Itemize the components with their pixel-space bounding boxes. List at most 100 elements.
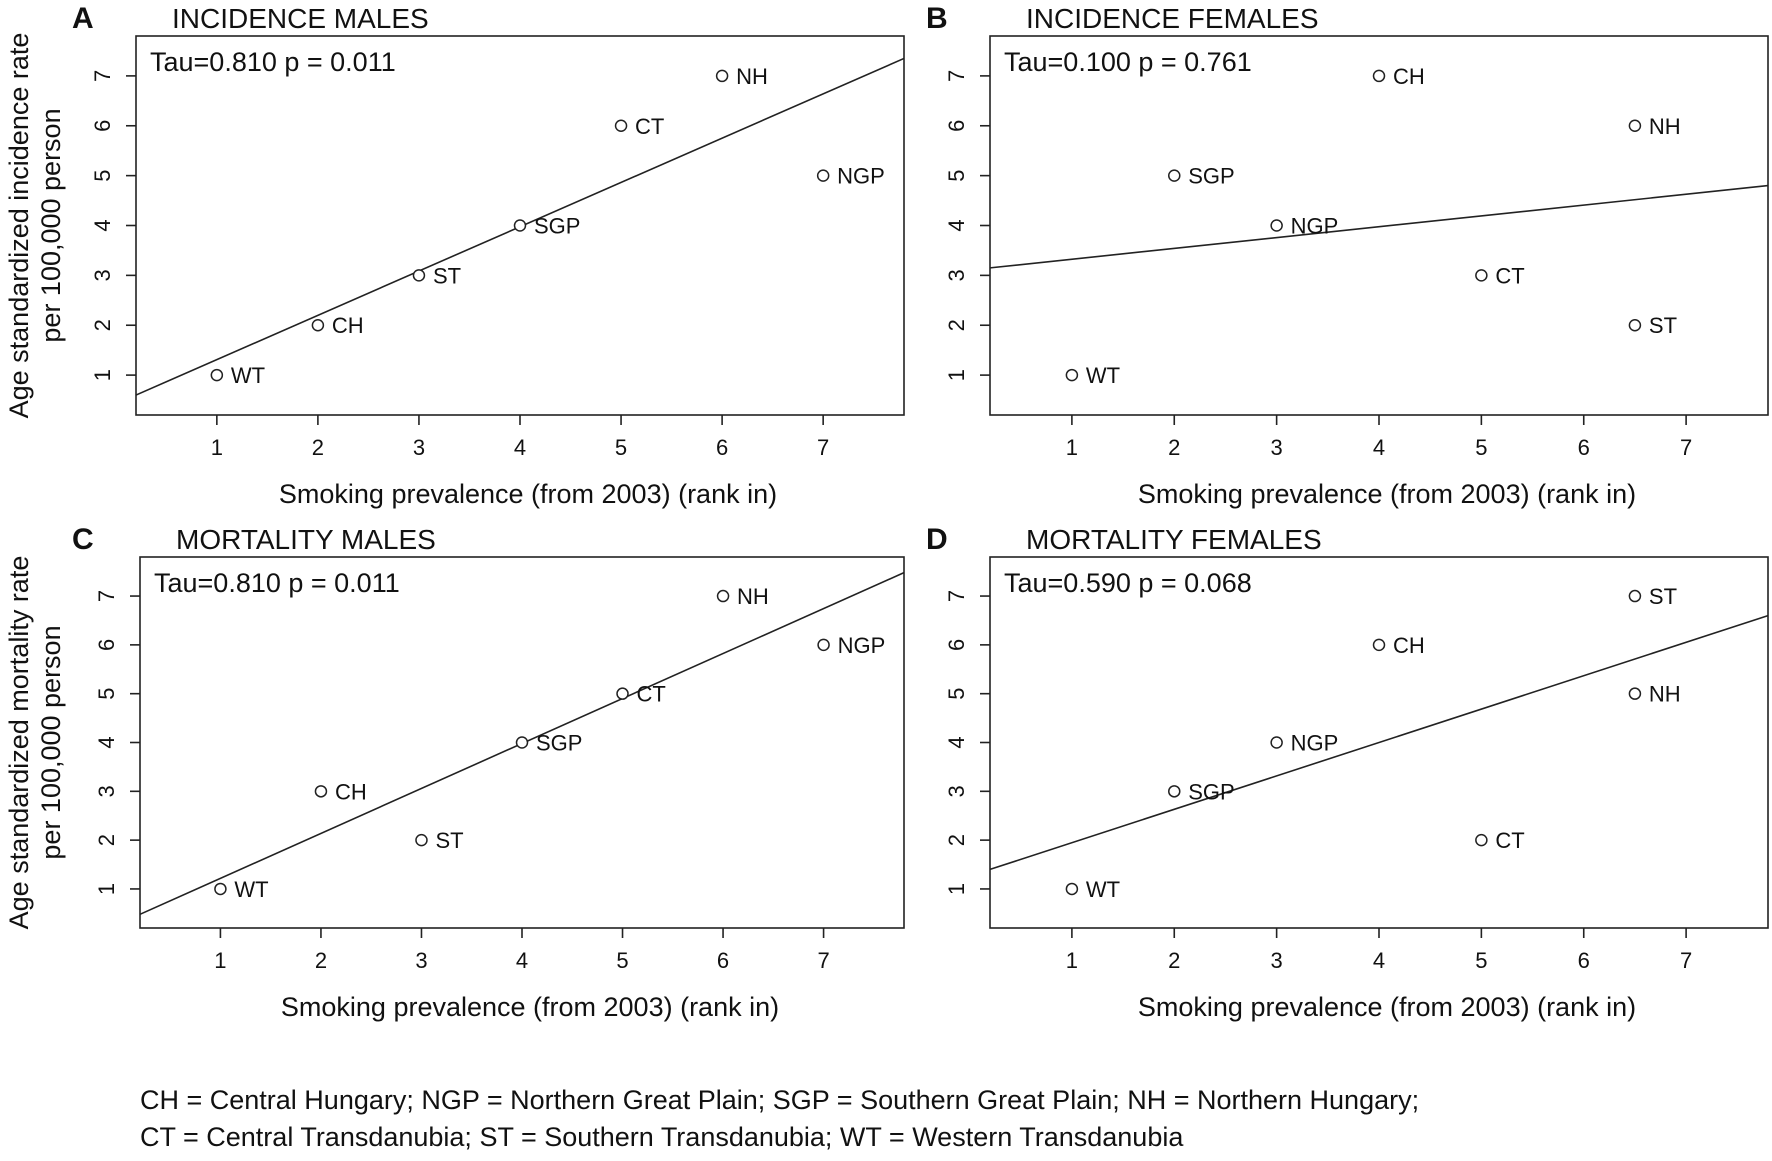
chart-3-point-label: SGP bbox=[1188, 779, 1234, 804]
chart-2-y-tick-label: 2 bbox=[94, 834, 119, 846]
chart-3-point bbox=[1168, 785, 1181, 798]
chart-0-x-axis-label: Smoking prevalence (from 2003) (rank in) bbox=[279, 479, 777, 509]
chart-3-point bbox=[1628, 589, 1642, 603]
footnote-line-1: CH = Central Hungary; NGP = Northern Gre… bbox=[140, 1085, 1420, 1115]
chart-3-title: MORTALITY FEMALES bbox=[1026, 524, 1322, 555]
chart-3-y-tick-label: 7 bbox=[944, 590, 969, 602]
chart-2-x-tick-label: 7 bbox=[817, 948, 829, 973]
chart-0-x-tick-label: 6 bbox=[716, 435, 728, 460]
chart-3-x-tick-label: 2 bbox=[1168, 948, 1180, 973]
chart-2-x-tick-label: 2 bbox=[315, 948, 327, 973]
chart-2-x-axis-label: Smoking prevalence (from 2003) (rank in) bbox=[281, 992, 779, 1022]
chart-2-point bbox=[616, 687, 629, 700]
chart-3-x-tick-label: 5 bbox=[1475, 948, 1487, 973]
chart-0-point-label: ST bbox=[433, 263, 461, 288]
chart-2-x-tick-label: 1 bbox=[214, 948, 226, 973]
chart-3-point-label: NGP bbox=[1291, 731, 1339, 756]
chart-2-x-tick-label: 5 bbox=[616, 948, 628, 973]
chart-3-x-tick-label: 4 bbox=[1373, 948, 1385, 973]
chart-2-y-tick-label: 1 bbox=[94, 883, 119, 895]
chart-1-y-tick-label: 2 bbox=[944, 319, 969, 331]
chart-1-x-tick-label: 7 bbox=[1680, 435, 1692, 460]
chart-1-point bbox=[1168, 169, 1181, 182]
chart-2-point-label: NH bbox=[737, 584, 769, 609]
chart-3-point bbox=[1372, 638, 1386, 652]
chart-0-title: INCIDENCE MALES bbox=[172, 3, 429, 34]
chart-2-point-label: CT bbox=[637, 682, 666, 707]
chart-2-point bbox=[214, 882, 227, 896]
chart-3-x-tick-label: 6 bbox=[1578, 948, 1590, 973]
chart-3-point bbox=[1628, 687, 1642, 700]
chart-3-point bbox=[1270, 736, 1283, 749]
chart-3-y-tick-label: 1 bbox=[944, 883, 969, 895]
chart-3-point-label: CT bbox=[1495, 828, 1524, 853]
chart-2-x-tick-label: 3 bbox=[415, 948, 427, 973]
chart-0-x-tick-label: 5 bbox=[615, 435, 627, 460]
chart-2-x-tick-label: 6 bbox=[717, 948, 729, 973]
chart-1-stat-annotation: Tau=0.100 p = 0.761 bbox=[1004, 47, 1252, 77]
chart-3-y-tick-label: 3 bbox=[944, 785, 969, 797]
chart-3-point-label: NH bbox=[1649, 682, 1681, 707]
chart-2-point-label: SGP bbox=[536, 731, 582, 756]
chart-2-point bbox=[515, 736, 529, 749]
chart-3-point-label: CH bbox=[1393, 633, 1425, 658]
chart-0-point bbox=[715, 69, 729, 83]
chart-0-x-tick-label: 7 bbox=[817, 435, 829, 460]
panel-b: B INCIDENCE FEMALES 1 2 3 4 5 6 7 1 2 3 4 5 6 7 Smoking … bbox=[926, 2, 1769, 509]
chart-2-y-axis-label: Age standardized mortality rate bbox=[4, 556, 34, 930]
chart-2-y-tick-label: 4 bbox=[94, 736, 119, 748]
chart-3-fit-line bbox=[989, 614, 1769, 871]
chart-1-x-tick-label: 4 bbox=[1373, 435, 1385, 460]
chart-2-point-label: NGP bbox=[838, 633, 886, 658]
chart-0-y-tick-label: 7 bbox=[90, 70, 115, 82]
chart-3-x-tick-label: 1 bbox=[1066, 948, 1078, 973]
chart-1-point bbox=[1065, 368, 1079, 382]
panel-d: D MORTALITY FEMALES 1 2 3 4 5 6 7 1 2 3 4 5 6 7 Smoking … bbox=[926, 523, 1769, 1022]
chart-1-y-tick-label: 4 bbox=[944, 219, 969, 231]
chart-0-y-tick-label: 4 bbox=[90, 219, 115, 231]
chart-0-x-tick-label: 3 bbox=[413, 435, 425, 460]
chart-1-point-label: SGP bbox=[1188, 164, 1234, 189]
panel-a: A INCIDENCE MALES 1 2 3 4 5 6 7 1 2 3 4 5 6 7 Smoking pr… bbox=[4, 2, 905, 509]
chart-0-panel-letter: A bbox=[72, 2, 94, 35]
chart-1-x-axis-label: Smoking prevalence (from 2003) (rank in) bbox=[1138, 479, 1636, 509]
chart-2-point bbox=[314, 785, 328, 798]
chart-1-point-label: NGP bbox=[1291, 214, 1339, 239]
chart-0-point-label: WT bbox=[231, 363, 265, 388]
chart-1-point bbox=[1372, 69, 1386, 83]
chart-0-y-tick-label: 5 bbox=[90, 170, 115, 182]
chart-3-y-tick-label: 2 bbox=[944, 834, 969, 846]
chart-3-point-label: WT bbox=[1086, 877, 1120, 902]
chart-1-title: INCIDENCE FEMALES bbox=[1026, 3, 1319, 34]
chart-1-y-tick-label: 6 bbox=[944, 120, 969, 132]
chart-1-point-label: NH bbox=[1649, 114, 1681, 139]
chart-3-point bbox=[1065, 882, 1079, 896]
chart-1-plot-frame bbox=[989, 35, 1769, 416]
chart-0-point bbox=[412, 269, 426, 282]
chart-3-panel-letter: D bbox=[926, 523, 948, 556]
chart-2-y-tick-label: 7 bbox=[94, 590, 119, 602]
chart-0-point bbox=[210, 368, 224, 382]
chart-2-y-tick-label: 5 bbox=[94, 688, 119, 700]
chart-3-point bbox=[1475, 833, 1488, 847]
chart-0-y-axis-label: per 100,000 person bbox=[36, 108, 66, 342]
chart-0-y-tick-label: 6 bbox=[90, 120, 115, 132]
chart-3-y-tick-label: 6 bbox=[944, 639, 969, 651]
chart-0-point bbox=[614, 119, 628, 133]
chart-0-x-tick-label: 2 bbox=[312, 435, 324, 460]
chart-3-stat-annotation: Tau=0.590 p = 0.068 bbox=[1004, 568, 1252, 598]
chart-1-x-tick-label: 1 bbox=[1066, 435, 1078, 460]
chart-2-x-tick-label: 4 bbox=[516, 948, 528, 973]
chart-1-x-tick-label: 3 bbox=[1271, 435, 1283, 460]
chart-0-y-axis-label: Age standardized incidence rate bbox=[4, 33, 34, 419]
chart-2-point-label: CH bbox=[335, 779, 367, 804]
chart-3-y-tick-label: 4 bbox=[944, 736, 969, 748]
chart-2-panel-letter: C bbox=[72, 523, 94, 556]
chart-0-point bbox=[816, 169, 830, 182]
chart-1-point-label: CH bbox=[1393, 64, 1425, 89]
chart-1-point-label: WT bbox=[1086, 363, 1120, 388]
chart-2-point bbox=[415, 833, 428, 847]
chart-1-x-tick-label: 2 bbox=[1168, 435, 1180, 460]
chart-0-y-tick-label: 3 bbox=[90, 269, 115, 281]
